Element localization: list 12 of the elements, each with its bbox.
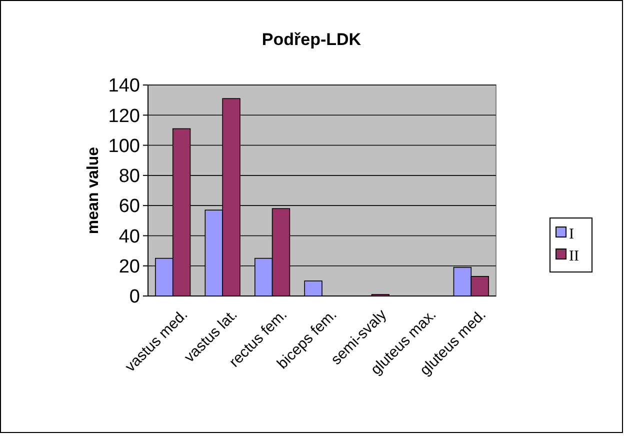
legend-label: I — [569, 226, 574, 242]
y-tick-label: 140 — [108, 76, 140, 97]
y-tick-label: 80 — [118, 166, 140, 188]
legend-label: II — [569, 248, 579, 264]
y-tick-label: 0 — [129, 286, 140, 308]
y-tick-label: 20 — [118, 256, 140, 278]
y-tick-label: 40 — [118, 226, 140, 248]
y-axis-title: mean value — [85, 146, 102, 234]
chart-title: Podřep-LDK — [262, 30, 362, 49]
y-tick-label: 120 — [108, 106, 140, 127]
y-tick-label: 100 — [108, 136, 140, 157]
y-tick-label: 60 — [118, 196, 140, 218]
